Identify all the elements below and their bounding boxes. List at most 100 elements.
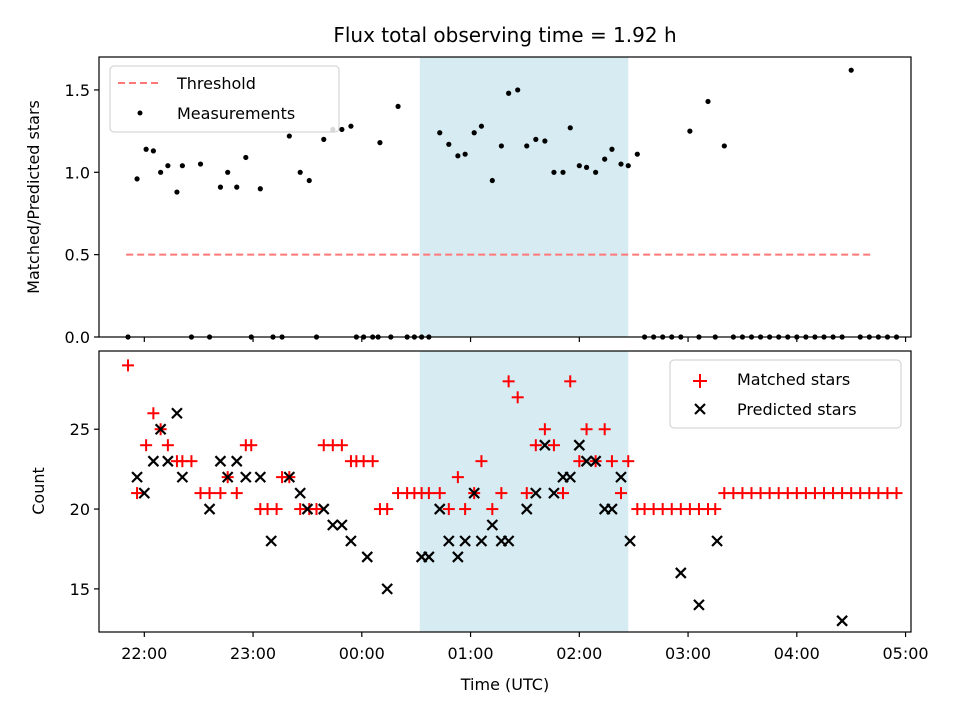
matched-stars-point — [486, 503, 499, 516]
measurement-point — [257, 186, 263, 192]
measurement-point — [286, 133, 292, 139]
measurement-point — [848, 67, 854, 73]
measurement-point — [489, 177, 495, 184]
measurement-point — [234, 184, 240, 190]
measurement-point — [150, 148, 156, 154]
matched-stars-point — [214, 487, 227, 500]
measurement-point — [533, 136, 539, 142]
matched-stars-point — [529, 439, 542, 452]
predicted-stars-point — [240, 471, 252, 483]
measurement-point — [437, 130, 443, 136]
measurement-point — [217, 184, 224, 190]
matched-stars-point — [605, 455, 618, 468]
y-tick-label: 1.5 — [65, 81, 90, 100]
matched-stars-point — [557, 487, 569, 500]
measurement-point — [348, 123, 354, 129]
measurement-point — [576, 163, 582, 169]
predicted-stars-point — [317, 503, 330, 515]
y-tick-label: 20 — [70, 500, 90, 519]
measurement-point — [506, 90, 512, 96]
predicted-stars-point — [138, 487, 151, 499]
predicted-stars-point — [176, 471, 189, 483]
x-tick-label: 05:00 — [883, 644, 929, 663]
measurement-point — [306, 177, 312, 184]
y-tick-label: 0.5 — [65, 246, 90, 265]
predicted-stars-point — [230, 455, 243, 467]
predicted-stars-point — [254, 471, 267, 483]
measurement-point — [634, 151, 640, 157]
matched-stars-point — [573, 455, 586, 468]
matched-stars-point — [459, 503, 472, 516]
predicted-stars-point — [615, 471, 627, 483]
matched-stars-point — [433, 487, 446, 500]
matched-stars-point — [203, 487, 216, 500]
measurement-point — [721, 143, 727, 149]
x-ticks: 22:00 23:00 00:00 01:00 02:00 03:00 04:00 05:00 — [121, 632, 929, 663]
measurement-point — [179, 163, 185, 169]
x-tick-label: 22:00 — [121, 644, 167, 663]
highlight-span — [419, 351, 629, 632]
y-tick-label: 0.0 — [65, 328, 90, 347]
predicted-stars-point — [345, 535, 357, 547]
ratio-panel: 0.0 0.5 1.0 1.5 Matched/Predicted stars Thr… — [24, 56, 912, 347]
predicted-stars-point — [433, 503, 446, 515]
matched-stars-point — [161, 439, 174, 452]
measurement-point — [143, 146, 149, 152]
measurement-point — [377, 140, 383, 146]
x-tick-label: 23:00 — [230, 644, 276, 663]
legend-predicted-swatch — [694, 403, 706, 415]
measurement-point — [515, 87, 521, 93]
chart-title: Flux total observing time = 1.92 h — [333, 23, 676, 47]
predicted-stars-point — [530, 487, 542, 499]
predicted-stars-point — [336, 519, 348, 531]
y-ticks: 15 20 25 — [70, 420, 99, 599]
y-tick-label: 15 — [70, 580, 90, 599]
matched-stars-point — [709, 503, 722, 516]
matched-stars-point — [366, 455, 379, 468]
measurement-point — [567, 125, 573, 131]
predicted-stars-point — [452, 551, 464, 563]
matched-stars-point — [598, 423, 611, 436]
predicted-stars-point — [520, 503, 533, 515]
y-tick-label: 1.0 — [65, 163, 90, 182]
predicted-stars-point — [539, 439, 551, 451]
y-tick-label: 25 — [70, 420, 90, 439]
predicted-stars-point — [203, 503, 216, 515]
measurement-point — [560, 169, 566, 175]
highlight-span — [419, 57, 629, 337]
matched-stars-point — [140, 439, 153, 452]
measurement-point — [498, 143, 504, 149]
measurement-point — [524, 143, 530, 149]
measurement-point — [609, 146, 615, 152]
matched-stars-point — [520, 487, 533, 500]
measurement-point — [158, 169, 164, 175]
plot-frame — [98, 56, 912, 338]
matched-stars-point — [245, 439, 258, 452]
measurement-point — [462, 151, 468, 157]
legend-box — [109, 65, 340, 133]
predicted-stars-point — [301, 503, 314, 515]
measurement-point — [197, 161, 204, 167]
predicted-stars-point — [564, 471, 577, 483]
predicted-stars-point — [548, 487, 560, 499]
predicted-stars-point — [221, 471, 234, 483]
legend-measurements-swatch — [137, 110, 143, 116]
predicted-stars-point — [675, 567, 687, 579]
predicted-stars-point — [836, 615, 848, 627]
predicted-stars-point — [265, 535, 277, 547]
predicted-stars-point — [573, 439, 586, 451]
matched-stars-point — [381, 503, 394, 516]
legend-matched-label: Matched stars — [737, 370, 850, 389]
measurement-point — [478, 123, 485, 129]
predicted-stars-point — [443, 535, 455, 547]
measurement-point — [625, 163, 631, 169]
predicted-stars-point — [283, 471, 296, 483]
legend: Matched stars Predicted stars — [669, 359, 902, 429]
predicted-stars-point — [606, 503, 618, 515]
y-axis-label: Count — [29, 467, 48, 515]
predicted-stars-point — [468, 487, 480, 499]
matched-stars-point — [475, 455, 488, 468]
predicted-stars-point — [459, 535, 471, 547]
measurement-point — [705, 98, 711, 105]
